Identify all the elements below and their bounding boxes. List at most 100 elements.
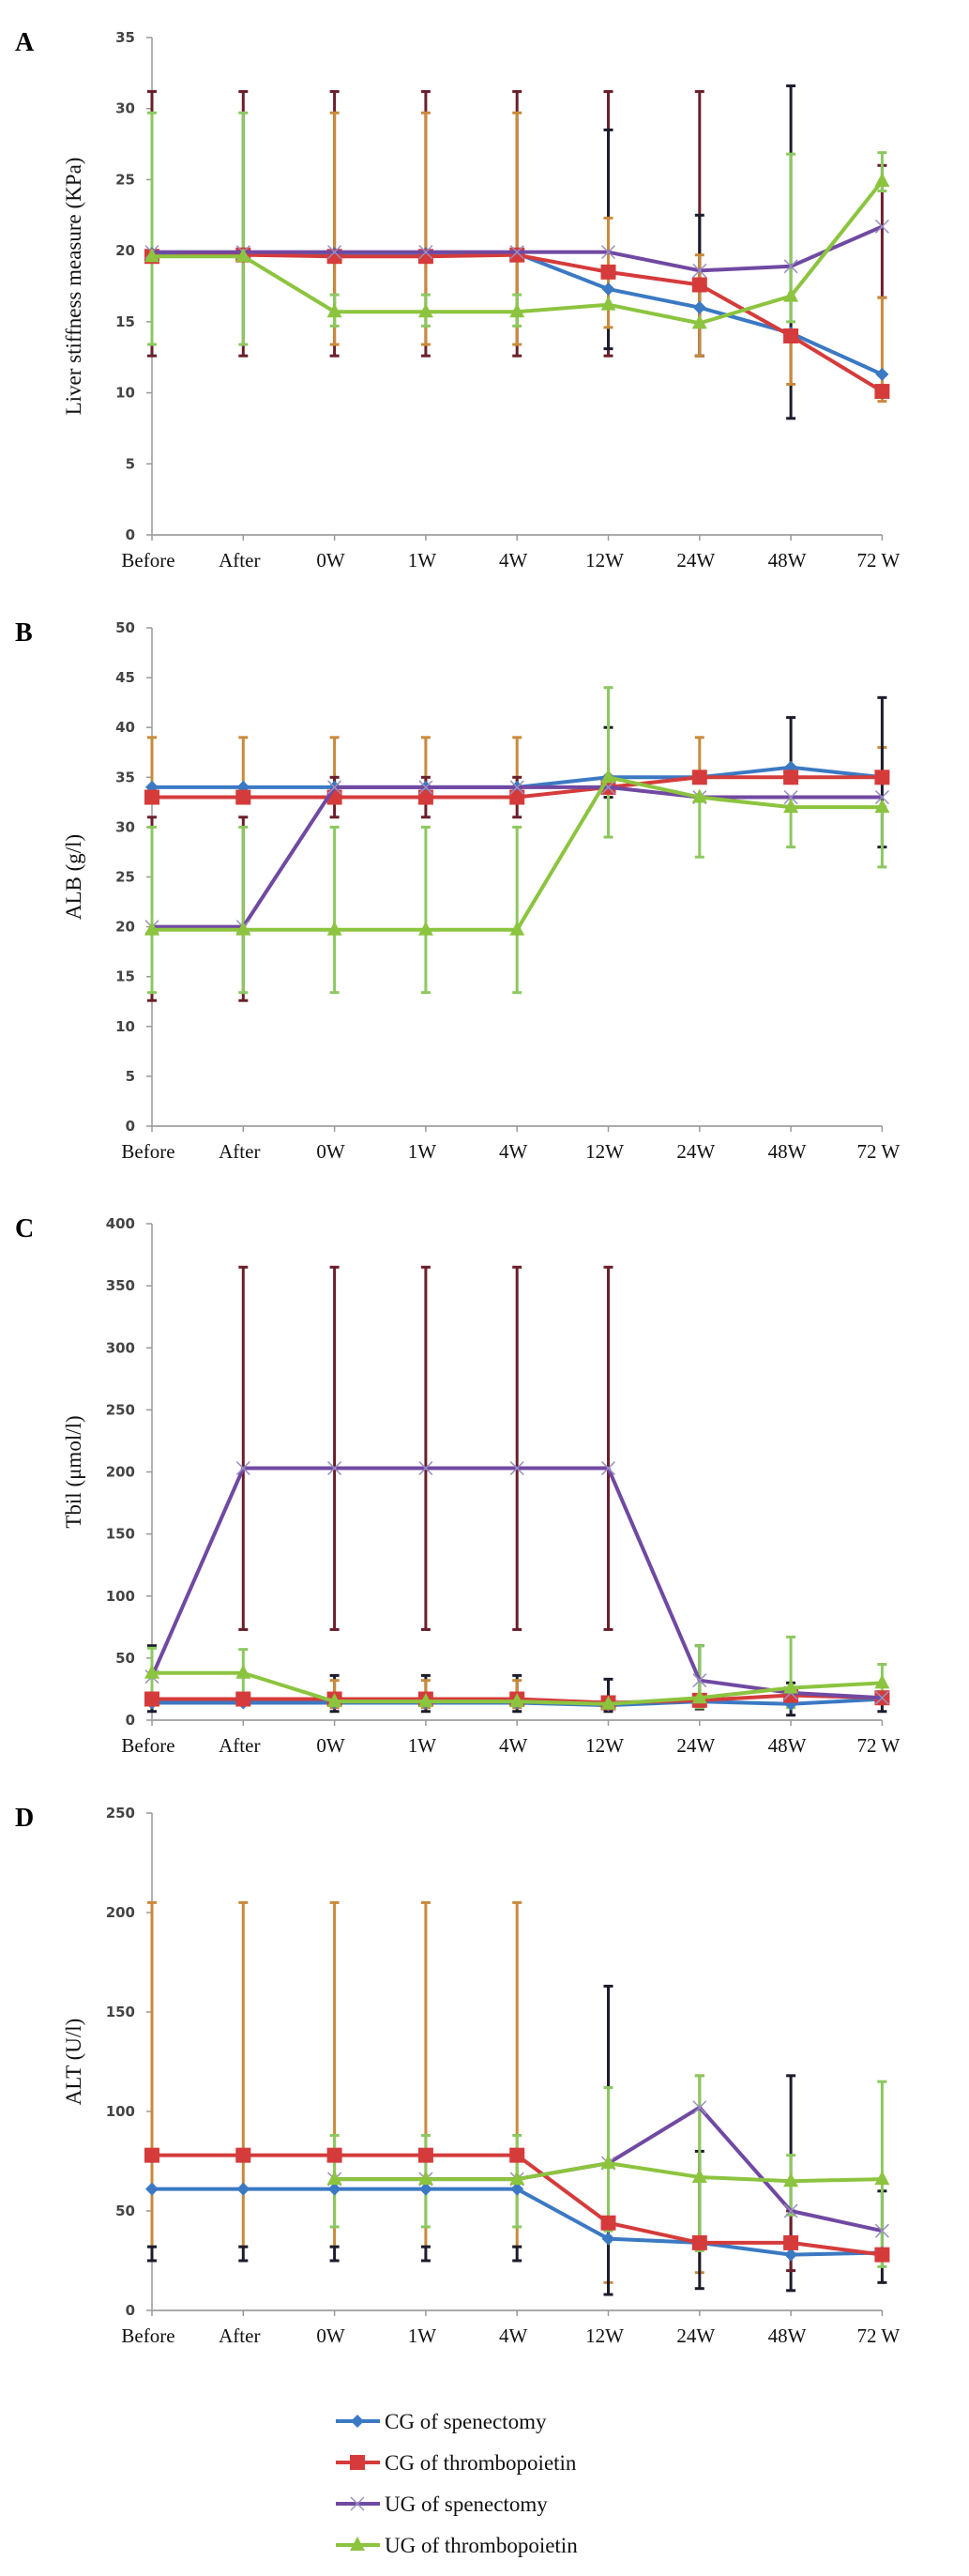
- data-point: [600, 1695, 616, 1710]
- data-point: [783, 2203, 798, 2218]
- data-point: [601, 2232, 615, 2246]
- data-point: [509, 247, 525, 263]
- panel-label: C: [15, 1214, 34, 1243]
- data-point: [783, 259, 798, 274]
- error-bar: [329, 2245, 340, 2263]
- error-bar: [512, 1265, 522, 1631]
- legend-marker: [350, 2496, 365, 2511]
- y-axis-title: Tbil (μmol/l): [62, 1415, 85, 1528]
- y-tick-label: 0: [126, 1712, 135, 1729]
- legend-label: UG of thrombopoietin: [385, 2534, 578, 2557]
- x-tick-label: After: [219, 2324, 260, 2347]
- data-point: [691, 2234, 707, 2250]
- data-point: [875, 367, 889, 381]
- x-tick-label: 4W: [499, 549, 528, 572]
- y-tick-label: 5: [126, 1068, 135, 1085]
- legend-item: CG of spenectomy: [336, 2410, 547, 2433]
- x-tick-label: After: [219, 549, 260, 572]
- x-tick-label: Before: [121, 1140, 174, 1163]
- data-point: [874, 219, 889, 234]
- data-point: [417, 1693, 433, 1708]
- data-point: [144, 248, 159, 263]
- x-tick-label: 12W: [585, 1140, 624, 1163]
- x-tick-label: 4W: [499, 1140, 528, 1163]
- data-point: [235, 1664, 251, 1679]
- data-point: [874, 1690, 889, 1705]
- legend-item: UG of spenectomy: [336, 2492, 548, 2516]
- data-point: [874, 2171, 890, 2186]
- error-bar: [512, 825, 522, 995]
- data-point: [235, 248, 251, 263]
- y-tick-label: 50: [115, 619, 135, 636]
- error-bar: [329, 1265, 340, 1631]
- y-tick-label: 400: [106, 1215, 135, 1232]
- panel-a: A Liver stiffness measure (KPa) 0 5 10 15 20 25…: [15, 28, 900, 572]
- data-point: [145, 2182, 159, 2196]
- error-bar: [329, 825, 340, 995]
- error-bar: [238, 1265, 249, 1631]
- x-tick-label: 48W: [768, 1734, 807, 1757]
- y-tick-label: 250: [106, 1401, 135, 1418]
- y-tick-label: 150: [106, 1526, 135, 1543]
- y-tick-label: 20: [115, 919, 135, 936]
- data-point: [236, 2182, 250, 2196]
- data-point: [691, 770, 707, 785]
- data-point: [417, 2171, 433, 2186]
- data-point: [600, 296, 616, 311]
- y-tick-label: 30: [115, 100, 135, 117]
- x-tick-label: 24W: [676, 1140, 715, 1163]
- data-point: [326, 1693, 342, 1708]
- data-point: [600, 2215, 616, 2231]
- data-point: [509, 780, 524, 795]
- x-tick-label: 24W: [676, 549, 715, 572]
- data-point: [783, 328, 799, 343]
- data-point: [691, 277, 707, 293]
- data-point: [326, 303, 342, 318]
- y-axis-title: ALT (U/l): [62, 2019, 85, 2106]
- data-point: [601, 282, 615, 297]
- data-point: [783, 770, 799, 785]
- data-point: [327, 2182, 341, 2196]
- data-point: [874, 770, 890, 785]
- data-point: [692, 263, 707, 278]
- x-tick-label: 12W: [585, 1734, 624, 1757]
- legend-label: CG of thrombopoietin: [385, 2451, 577, 2475]
- data-point: [600, 264, 616, 280]
- error-bar: [420, 2245, 431, 2263]
- data-point: [692, 2100, 707, 2115]
- data-point: [235, 789, 251, 805]
- data-point: [600, 2155, 616, 2170]
- y-tick-label: 30: [115, 818, 135, 835]
- data-point: [600, 1460, 616, 1476]
- data-point: [509, 1460, 524, 1476]
- data-point: [692, 300, 706, 314]
- x-tick-label: 48W: [768, 1140, 807, 1163]
- data-point: [691, 1689, 707, 1704]
- data-point: [874, 790, 889, 805]
- panel-label: D: [15, 1804, 34, 1833]
- x-tick-label: Before: [121, 1734, 174, 1757]
- x-tick-label: 4W: [499, 2324, 528, 2347]
- data-point: [510, 2182, 524, 2196]
- error-bar: [238, 111, 249, 346]
- error-bar: [420, 825, 431, 995]
- data-point: [874, 1674, 890, 1689]
- data-point: [417, 303, 433, 318]
- data-point: [235, 1691, 251, 1707]
- error-bar: [512, 2245, 522, 2263]
- data-point: [783, 799, 799, 814]
- data-point: [509, 245, 524, 260]
- data-point: [418, 780, 433, 795]
- data-point: [874, 799, 890, 814]
- y-tick-label: 250: [106, 1805, 135, 1821]
- y-tick-label: 15: [115, 313, 135, 330]
- y-tick-label: 0: [126, 526, 135, 543]
- data-point: [418, 245, 433, 260]
- data-point: [600, 245, 616, 260]
- x-tick-label: 24W: [676, 1734, 715, 1757]
- legend-label: UG of spenectomy: [385, 2492, 548, 2516]
- x-tick-label: Before: [121, 2324, 174, 2347]
- x-tick-label: 0W: [316, 549, 345, 572]
- x-tick-label: 1W: [408, 1734, 437, 1757]
